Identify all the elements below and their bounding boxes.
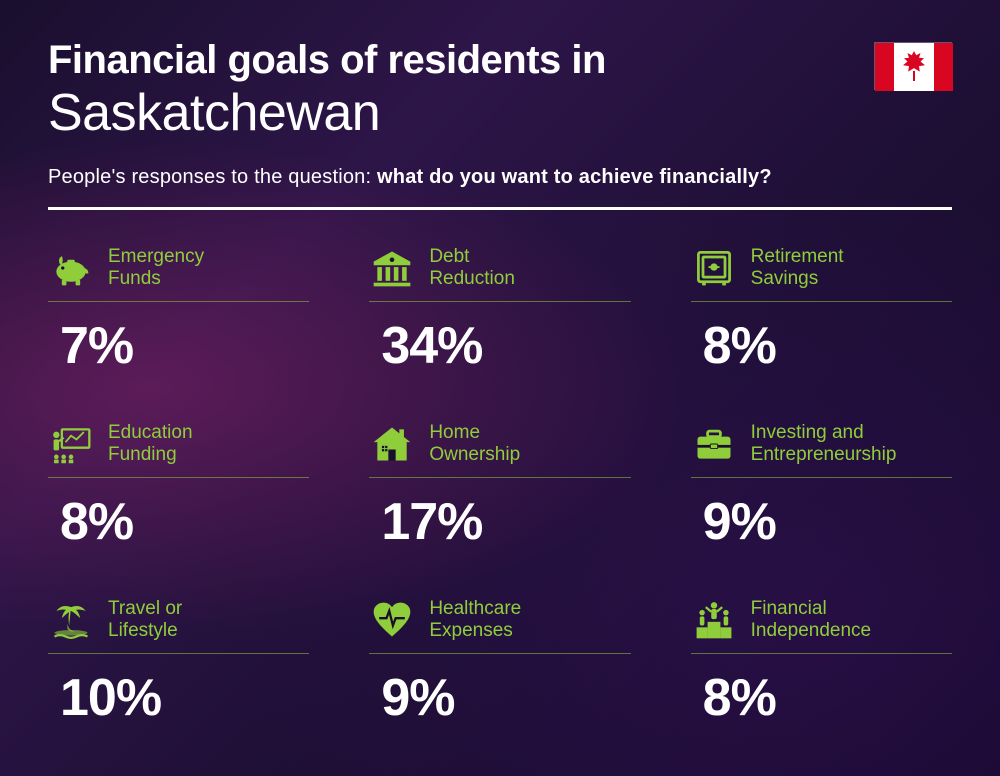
goal-value: 34% xyxy=(369,316,630,376)
goal-home-ownership: Home Ownership 17% xyxy=(369,420,630,552)
palm-icon xyxy=(48,597,94,643)
goal-label: Education Funding xyxy=(108,422,193,466)
goal-value: 8% xyxy=(691,668,952,728)
goal-value: 8% xyxy=(48,492,309,552)
goal-label: Financial Independence xyxy=(751,598,871,642)
piggy-bank-icon xyxy=(48,245,94,291)
goal-label: Emergency Funds xyxy=(108,246,204,290)
safe-icon xyxy=(691,245,737,291)
goal-label: Retirement Savings xyxy=(751,246,844,290)
briefcase-icon xyxy=(691,421,737,467)
goal-investing-entrepreneurship: Investing and Entrepreneurship 9% xyxy=(691,420,952,552)
goal-travel-lifestyle: Travel or Lifestyle 10% xyxy=(48,596,309,728)
heart-pulse-icon xyxy=(369,597,415,643)
flag-canada xyxy=(874,42,952,90)
bank-icon xyxy=(369,245,415,291)
goal-education-funding: Education Funding 8% xyxy=(48,420,309,552)
goal-retirement-savings: Retirement Savings 8% xyxy=(691,244,952,376)
goal-value: 8% xyxy=(691,316,952,376)
goals-grid: Emergency Funds 7% Debt Reductio xyxy=(48,244,952,728)
goal-value: 10% xyxy=(48,668,309,728)
goal-emergency-funds: Emergency Funds 7% xyxy=(48,244,309,376)
goal-value: 9% xyxy=(691,492,952,552)
goal-label: Debt Reduction xyxy=(429,246,515,290)
divider xyxy=(48,207,952,210)
goal-financial-independence: Financial Independence 8% xyxy=(691,596,952,728)
goal-debt-reduction: Debt Reduction 34% xyxy=(369,244,630,376)
presentation-icon xyxy=(48,421,94,467)
goal-label: Travel or Lifestyle xyxy=(108,598,182,642)
goal-label: Healthcare Expenses xyxy=(429,598,521,642)
subtitle: People's responses to the question: what… xyxy=(48,166,952,189)
subtitle-question: what do you want to achieve financially? xyxy=(377,166,772,188)
podium-icon xyxy=(691,597,737,643)
goal-value: 7% xyxy=(48,316,309,376)
page-title-line1: Financial goals of residents in xyxy=(48,38,952,82)
house-icon xyxy=(369,421,415,467)
goal-value: 9% xyxy=(369,668,630,728)
page-title-line2: Saskatchewan xyxy=(48,84,952,144)
subtitle-prefix: People's responses to the question: xyxy=(48,166,377,188)
goal-value: 17% xyxy=(369,492,630,552)
goal-label: Investing and Entrepreneurship xyxy=(751,422,897,466)
goal-label: Home Ownership xyxy=(429,422,520,466)
goal-healthcare-expenses: Healthcare Expenses 9% xyxy=(369,596,630,728)
